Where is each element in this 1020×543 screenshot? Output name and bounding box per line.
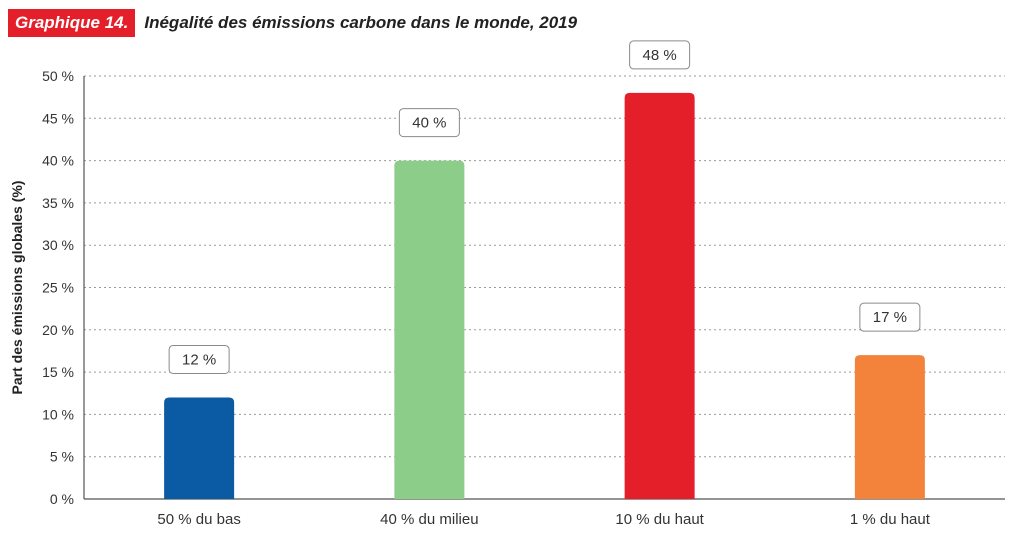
y-axis-title: Part des émissions globales (%) — [9, 181, 25, 395]
figure-number-badge: Graphique 14. — [8, 9, 136, 37]
value-label-box — [859, 302, 921, 332]
chart-title: Inégalité des émissions carbone dans le … — [144, 13, 578, 32]
y-tick-label: 0 % — [50, 491, 74, 507]
y-tick-label: 40 % — [42, 153, 74, 169]
chart-header: Graphique 14. Inégalité des émissions ca… — [8, 8, 577, 38]
y-tick-label: 30 % — [42, 237, 74, 253]
bar — [854, 355, 925, 499]
value-label: 12 % — [182, 351, 216, 368]
value-label: 17 % — [873, 309, 907, 326]
value-label-box — [168, 344, 230, 374]
bar — [624, 92, 695, 500]
y-tick-label: 5 % — [50, 449, 74, 465]
x-tick-label: 40 % du milieu — [380, 511, 478, 528]
y-tick-label: 50 % — [42, 68, 74, 84]
y-tick-label: 20 % — [42, 322, 74, 338]
value-label-box — [629, 40, 691, 70]
y-tick-label: 25 % — [42, 280, 74, 296]
x-tick-label: 50 % du bas — [157, 511, 240, 528]
x-tick-label: 10 % du haut — [615, 511, 704, 528]
value-label-box — [398, 108, 460, 138]
y-tick-label: 45 % — [42, 110, 74, 126]
y-tick-label: 35 % — [42, 195, 74, 211]
value-label: 40 % — [412, 115, 446, 132]
x-tick-label: 1 % du haut — [850, 511, 931, 528]
value-label: 48 % — [643, 47, 677, 64]
y-tick-label: 15 % — [42, 364, 74, 380]
bar — [164, 397, 235, 499]
y-tick-label: 10 % — [42, 406, 74, 422]
bar — [394, 160, 465, 499]
